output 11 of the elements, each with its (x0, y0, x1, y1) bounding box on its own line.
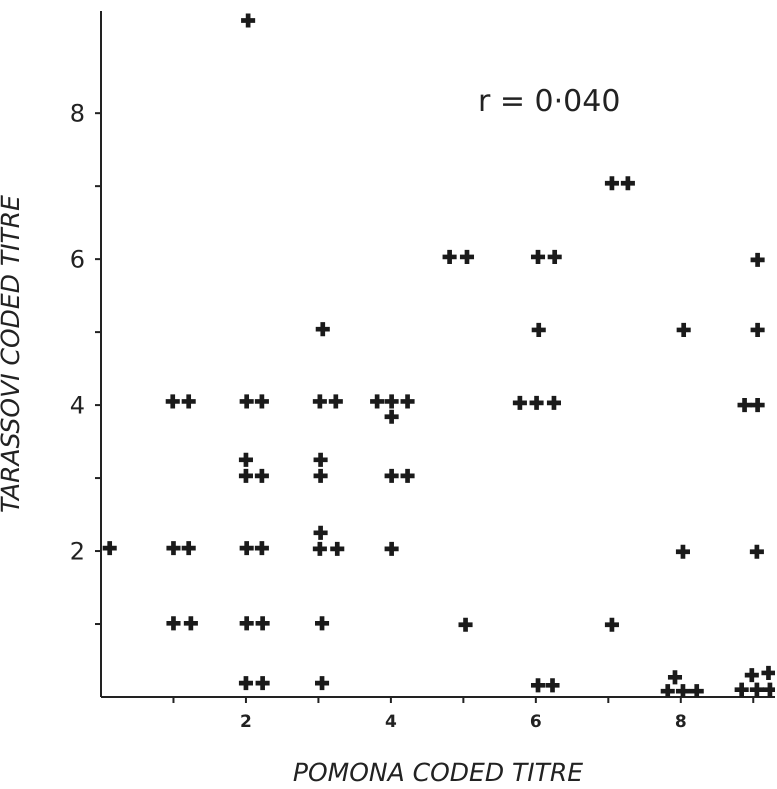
x-tick-label: 6 (530, 712, 542, 732)
y-tick-label: 4 (70, 392, 85, 420)
x-tick-label: 2 (240, 712, 252, 732)
annotation: r = 0·040 (478, 84, 620, 119)
x-axis-title: POMONA CODED TITRE (292, 758, 584, 787)
x-tick-label: 4 (384, 712, 397, 732)
y-tick-label: 2 (70, 538, 85, 566)
y-tick-label: 6 (70, 246, 85, 274)
x-tick-label: 8 (674, 712, 687, 732)
y-axis-title: TARASSOVI CODED TITRE (0, 194, 25, 513)
y-tick-label: 8 (70, 100, 85, 128)
